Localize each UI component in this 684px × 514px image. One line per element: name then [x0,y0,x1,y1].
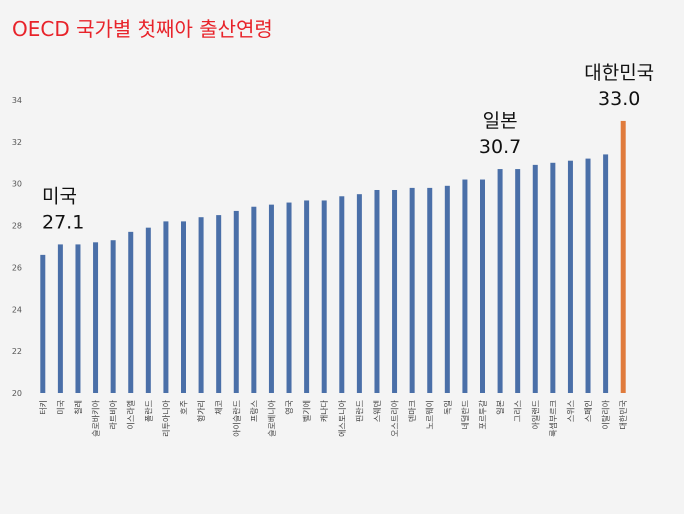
x-tick-label: 스페인 [583,400,593,422]
x-tick-label: 벨기에 [302,400,312,422]
y-tick-label: 26 [12,263,22,272]
x-tick-label: 네덜란드 [460,400,470,429]
bar [286,202,292,393]
x-tick-label: 아이슬란드 [231,400,241,437]
bar [532,164,538,393]
x-tick-label: 오스트리아 [390,399,400,436]
callout-country: 대한민국 [584,62,654,84]
x-tick-label: 라트비아 [108,399,118,429]
x-tick-label: 대한민국 [618,400,628,429]
y-tick-label: 22 [12,347,22,356]
x-tick-label: 독일 [443,400,452,415]
x-tick-label: 캐나다 [320,399,329,422]
bar [40,254,46,393]
bar [462,179,468,393]
bar [585,158,591,393]
x-tick-label: 스위스 [566,400,575,422]
x-tick-label: 룩셈부르크 [549,400,558,437]
x-tick-label: 리투아니아 [161,399,171,436]
bar [409,187,415,393]
bars [40,120,626,393]
bar [181,221,186,393]
y-axis: 20 22 24 26 28 30 32 34 [12,96,22,398]
x-tick-label: 포르투갈 [479,399,488,429]
y-tick-label: 30 [12,180,22,189]
callout-value: 27.1 [42,211,84,233]
bar [233,210,239,393]
bar [356,194,362,393]
bar [110,240,116,393]
y-tick-label: 28 [12,222,22,231]
bar [145,227,151,393]
x-tick-label: 에스토니아 [337,399,347,436]
x-tick-label: 이탈리아 [601,399,611,429]
x-tick-label: 핀란드 [354,400,364,422]
y-tick-label: 24 [12,305,22,314]
callouts: 미국 27.1 일본 30.7 대한민국 33.0 [42,62,654,233]
x-tick-label: 스웨덴 [372,400,382,422]
bar [321,200,327,393]
bar [392,189,398,393]
x-axis-labels: 터키 미국 칠레 슬로바키아 라트비아 이스라엘 폴란드 리투아니아 호주 헝가리 체코 아이슬란드 프… [39,399,628,436]
bar [567,160,573,393]
callout-country: 일본 [483,110,518,132]
bar [550,162,556,393]
callout-country: 미국 [42,185,77,207]
y-tick-label: 34 [12,96,22,105]
callout-value: 33.0 [598,88,640,110]
x-tick-label: 그리스 [514,400,523,422]
bar [427,187,433,393]
x-tick-label: 체코 [214,400,224,415]
bar [198,217,204,393]
x-tick-label: 이스라엘 [126,400,136,429]
bar [497,169,503,393]
x-tick-label: 호주 [180,400,189,415]
bar [75,244,81,393]
x-tick-label: 슬로바키아 [91,399,101,436]
bar [374,189,380,393]
bar [304,200,310,393]
x-tick-label: 터키 [39,400,48,415]
bar [444,185,450,393]
bar [128,231,134,393]
chart-title: OECD 국가별 첫째아 출산연령 [12,17,273,41]
x-tick-label: 아일랜드 [530,400,540,429]
bar [515,169,521,393]
x-tick-label: 슬로베니아 [266,399,276,436]
bar [251,206,257,393]
bar [620,120,626,393]
bar [480,179,485,393]
bar [603,154,609,393]
y-tick-label: 32 [12,138,22,147]
bar [163,221,169,393]
x-tick-label: 헝가리 [197,400,206,422]
bar [268,204,274,393]
x-tick-label: 미국 [56,400,65,415]
x-tick-label: 프랑스 [249,400,259,422]
x-tick-label: 일본 [496,400,505,415]
x-tick-label: 폴란드 [143,400,153,422]
x-tick-label: 덴마크 [408,400,417,422]
callout-value: 30.7 [479,136,521,158]
bar [216,215,222,393]
bar [57,244,63,393]
bar [339,196,345,393]
y-tick-label: 20 [12,389,22,398]
x-tick-label: 영국 [284,400,294,415]
bar [93,242,99,393]
x-tick-label: 칠레 [74,400,83,415]
x-tick-label: 노르웨이 [425,400,435,429]
